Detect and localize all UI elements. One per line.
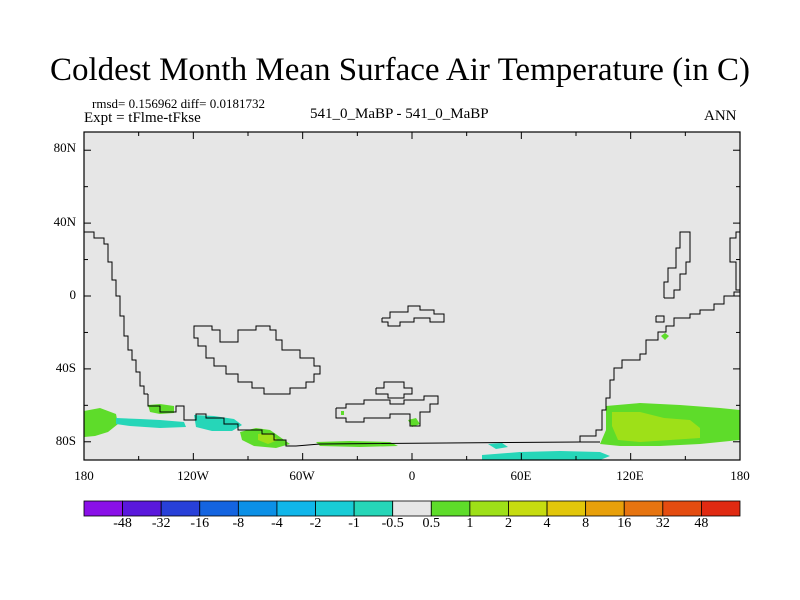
case-comparison-label: 541_0_MaBP - 541_0_MaBP bbox=[310, 106, 489, 122]
lon-label-180w: 180 bbox=[74, 468, 94, 483]
colorbar-tick-label: -2 bbox=[309, 516, 322, 531]
colorbar-swatch bbox=[430, 500, 471, 517]
lon-label-0: 0 bbox=[408, 468, 416, 483]
colorbar-swatch bbox=[83, 500, 123, 517]
colorbar-tick-label: -1 bbox=[348, 516, 360, 531]
colorbar-swatch bbox=[199, 500, 239, 517]
anomaly-patch-cyan-southern-ocean bbox=[482, 451, 610, 460]
colorbar-tick-label: 0.5 bbox=[422, 516, 441, 531]
season-label: ANN bbox=[704, 108, 737, 124]
coastline-central-block bbox=[193, 325, 321, 395]
colorbar-tick-label: 1 bbox=[466, 516, 474, 531]
colorbar-tick-label: -48 bbox=[113, 516, 132, 531]
colorbar-tick-label: -32 bbox=[151, 516, 171, 531]
coastline-antarctic-west bbox=[147, 394, 296, 447]
anomaly-patch-east-antarctic-core bbox=[612, 412, 700, 442]
colorbar-tick-label: -8 bbox=[232, 516, 245, 531]
colorbar-swatch bbox=[546, 500, 587, 517]
lon-label-120e: 120E bbox=[616, 468, 644, 483]
colorbar-tick-label: 2 bbox=[504, 516, 512, 531]
coastline-south-island-b bbox=[335, 395, 439, 427]
lat-label-40n: 40N bbox=[53, 214, 76, 229]
anomaly-patch-dot-150e bbox=[661, 333, 669, 340]
anomaly-patch-cyan-60e bbox=[488, 443, 508, 449]
anomaly-patch-dot-30w bbox=[341, 411, 344, 415]
colorbar-swatch bbox=[508, 500, 548, 517]
lon-label-120w: 120W bbox=[177, 468, 209, 483]
anomaly-patch-south-pacific-east bbox=[84, 408, 118, 437]
lat-label-40s: 40S bbox=[55, 360, 76, 375]
colorbar-swatch bbox=[122, 500, 162, 517]
coastline-antarctic-shelf bbox=[295, 441, 600, 447]
colorbar bbox=[83, 500, 741, 517]
coastline-northeast-land bbox=[663, 231, 691, 299]
colorbar-tick-label: 32 bbox=[655, 516, 670, 531]
colorbar-tick-label: -4 bbox=[271, 516, 283, 531]
colorbar-tick-label: 4 bbox=[543, 516, 551, 531]
rmsd-diff-stats: rmsd= 0.156962 diff= 0.0181732 bbox=[92, 96, 265, 111]
anomaly-patch-cyan-140w bbox=[116, 418, 186, 428]
colorbar-swatch bbox=[701, 500, 741, 517]
coastline-south-island-a bbox=[375, 381, 413, 399]
colorbar-tick-label: 8 bbox=[582, 516, 590, 531]
map-title: Coldest Month Mean Surface Air Temperatu… bbox=[50, 52, 750, 88]
colorbar-swatch bbox=[160, 500, 201, 517]
colorbar-tick-label: 16 bbox=[617, 516, 632, 531]
lon-label-180e: 180 bbox=[730, 468, 750, 483]
colorbar-swatch bbox=[662, 500, 702, 517]
colorbar-tick-label: -16 bbox=[190, 516, 210, 531]
experiment-label: Expt = tFlme-tFkse bbox=[84, 110, 201, 126]
lat-label-80n: 80N bbox=[53, 140, 76, 155]
colorbar-tick-label: 48 bbox=[694, 516, 709, 531]
colorbar-swatch bbox=[237, 500, 278, 517]
lat-label-80s: 80S bbox=[55, 433, 76, 448]
coastline-island-120e bbox=[655, 315, 665, 323]
colorbar-swatch bbox=[392, 500, 432, 517]
colorbar-swatch bbox=[623, 500, 664, 517]
anomaly-patch-cyan-110w bbox=[194, 415, 242, 431]
coastline-far-east bbox=[729, 231, 740, 291]
coastline-west-continent bbox=[84, 231, 148, 395]
lon-label-60e: 60E bbox=[510, 468, 532, 483]
lon-label-60w: 60W bbox=[289, 468, 315, 483]
coastline-equatorial-island bbox=[381, 305, 445, 327]
coastline-east-continent bbox=[579, 291, 740, 442]
lat-label-0: 0 bbox=[69, 287, 77, 302]
colorbar-tick-label: -0.5 bbox=[381, 516, 404, 531]
anomaly-fills bbox=[84, 333, 740, 460]
colorbar-swatch bbox=[585, 500, 625, 517]
colorbar-swatch bbox=[353, 500, 394, 517]
colorbar-swatch bbox=[469, 500, 509, 517]
axis-ticks bbox=[83, 132, 741, 460]
anomaly-patch-green-0 bbox=[408, 418, 420, 427]
anomaly-patch-weddell-core bbox=[258, 433, 278, 444]
coastlines bbox=[84, 231, 740, 447]
colorbar-swatch bbox=[276, 500, 316, 517]
colorbar-swatch bbox=[315, 500, 355, 517]
